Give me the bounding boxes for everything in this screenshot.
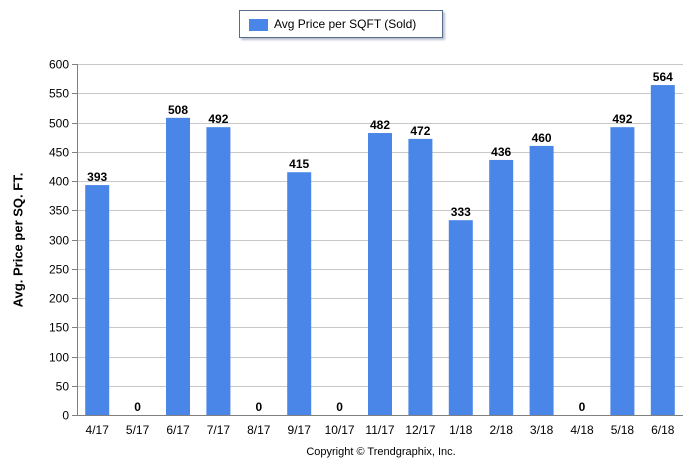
bar bbox=[166, 117, 190, 415]
data-label: 482 bbox=[370, 118, 390, 132]
y-tick-label: 0 bbox=[62, 409, 69, 423]
x-tick-label: 4/17 bbox=[86, 423, 110, 437]
data-label: 472 bbox=[410, 124, 430, 138]
data-label: 0 bbox=[336, 400, 343, 414]
x-tick-label: 2/18 bbox=[490, 423, 514, 437]
y-tick-label: 50 bbox=[56, 380, 70, 394]
data-label: 508 bbox=[168, 103, 188, 117]
x-tick-label: 5/18 bbox=[611, 423, 635, 437]
data-label: 492 bbox=[612, 112, 632, 126]
x-tick-label: 4/18 bbox=[570, 423, 594, 437]
chart-legend: Avg Price per SQFT (Sold) bbox=[239, 10, 443, 38]
bar bbox=[650, 85, 675, 415]
bar bbox=[206, 127, 231, 416]
x-tick-label: 6/18 bbox=[651, 423, 675, 437]
bar bbox=[489, 159, 514, 415]
y-tick-label: 100 bbox=[49, 351, 69, 365]
y-tick-label: 600 bbox=[49, 58, 69, 72]
bar bbox=[448, 220, 473, 415]
y-tick-label: 350 bbox=[49, 204, 69, 218]
x-tick-label: 12/17 bbox=[405, 423, 435, 437]
data-label: 0 bbox=[579, 400, 586, 414]
data-label: 492 bbox=[208, 112, 228, 126]
y-tick-label: 250 bbox=[49, 263, 69, 277]
data-label: 0 bbox=[134, 400, 141, 414]
legend-label: Avg Price per SQFT (Sold) bbox=[274, 17, 417, 31]
bar bbox=[610, 127, 635, 416]
data-label: 436 bbox=[491, 145, 511, 159]
data-label: 0 bbox=[255, 400, 262, 414]
x-tick-label: 5/17 bbox=[126, 423, 150, 437]
x-tick-label: 9/17 bbox=[288, 423, 312, 437]
y-tick-label: 500 bbox=[49, 117, 69, 131]
x-tick-label: 11/17 bbox=[365, 423, 394, 437]
x-tick-label: 8/17 bbox=[247, 423, 271, 437]
bar bbox=[287, 172, 312, 415]
y-tick-label: 550 bbox=[49, 87, 69, 101]
y-tick-label: 200 bbox=[49, 292, 69, 306]
legend-swatch bbox=[249, 19, 268, 31]
data-label: 393 bbox=[87, 170, 107, 184]
x-tick-label: 10/17 bbox=[325, 423, 355, 437]
data-label: 460 bbox=[532, 131, 552, 145]
data-label: 564 bbox=[653, 70, 673, 84]
y-tick-label: 450 bbox=[49, 146, 69, 160]
bar bbox=[529, 145, 554, 415]
y-tick-label: 300 bbox=[49, 234, 69, 248]
copyright-text: Copyright © Trendgraphix, Inc. bbox=[306, 446, 456, 458]
y-tick-label: 400 bbox=[49, 175, 69, 189]
data-label: 415 bbox=[289, 157, 309, 171]
bar bbox=[368, 133, 392, 415]
x-tick-label: 3/18 bbox=[530, 423, 554, 437]
x-tick-label: 1/18 bbox=[449, 423, 473, 437]
x-tick-label: 7/17 bbox=[207, 423, 231, 437]
y-axis-label: Avg. Price per SQ. FT. bbox=[10, 172, 26, 308]
data-label: 333 bbox=[451, 205, 471, 219]
x-tick-label: 6/17 bbox=[166, 423, 190, 437]
bar bbox=[408, 138, 433, 415]
y-tick-label: 150 bbox=[49, 321, 69, 335]
bar bbox=[85, 185, 110, 415]
